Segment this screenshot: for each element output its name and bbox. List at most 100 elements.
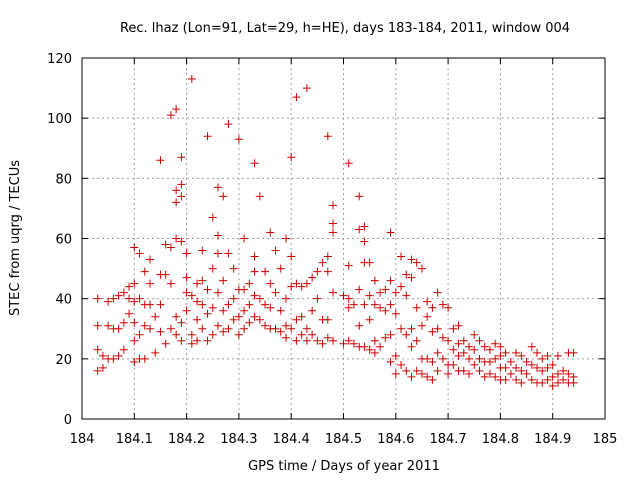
data-point-marker — [512, 375, 521, 384]
data-point-marker — [355, 321, 364, 330]
data-point-marker — [538, 366, 547, 375]
data-point-marker — [417, 321, 426, 330]
data-point-marker — [203, 285, 212, 294]
data-point-marker — [140, 321, 149, 330]
data-point-marker — [213, 288, 222, 297]
data-point-marker — [224, 324, 233, 333]
data-point-marker — [208, 264, 217, 273]
data-point-marker — [140, 267, 149, 276]
data-point-marker — [512, 348, 521, 357]
data-point-marker — [423, 297, 432, 306]
data-point-marker — [203, 309, 212, 318]
data-point-marker — [475, 354, 484, 363]
data-point-marker — [480, 342, 489, 351]
data-point-marker — [219, 327, 228, 336]
data-point-marker — [135, 249, 144, 258]
x-tick-label: 184.2 — [168, 432, 205, 447]
data-point-marker — [234, 312, 243, 321]
data-point-marker — [224, 120, 233, 129]
data-point-marker — [109, 354, 118, 363]
data-point-marker — [156, 327, 165, 336]
data-point-marker — [433, 366, 442, 375]
y-tick-label: 80 — [55, 172, 72, 187]
data-point-marker — [292, 279, 301, 288]
data-point-marker — [297, 282, 306, 291]
data-point-marker — [438, 354, 447, 363]
data-point-marker — [203, 336, 212, 345]
data-point-marker — [240, 285, 249, 294]
data-point-marker — [344, 261, 353, 270]
data-point-marker — [360, 237, 369, 246]
data-point-marker — [538, 378, 547, 387]
data-point-marker — [229, 264, 238, 273]
data-point-marker — [109, 294, 118, 303]
data-point-marker — [470, 330, 479, 339]
data-point-marker — [276, 264, 285, 273]
data-point-marker — [302, 324, 311, 333]
data-point-marker — [119, 318, 128, 327]
data-point-marker — [444, 369, 453, 378]
data-point-marker — [287, 252, 296, 261]
data-point-marker — [281, 234, 290, 243]
data-point-marker — [391, 351, 400, 360]
y-tick-label: 60 — [55, 233, 72, 248]
data-point-marker — [151, 348, 160, 357]
data-point-marker — [438, 333, 447, 342]
data-point-marker — [271, 246, 280, 255]
data-point-marker — [271, 288, 280, 297]
data-point-marker — [255, 315, 264, 324]
data-point-marker — [459, 336, 468, 345]
data-point-marker — [386, 228, 395, 237]
data-point-marker — [370, 336, 379, 345]
data-point-marker — [161, 270, 170, 279]
data-point-marker — [454, 321, 463, 330]
data-point-marker — [177, 336, 186, 345]
data-point-marker — [428, 327, 437, 336]
data-point-marker — [114, 324, 123, 333]
data-point-marker — [308, 273, 317, 282]
data-point-marker — [266, 279, 275, 288]
data-point-marker — [255, 294, 264, 303]
data-point-marker — [187, 75, 196, 84]
data-point-marker — [491, 339, 500, 348]
data-point-marker — [465, 342, 474, 351]
data-point-marker — [98, 363, 107, 372]
data-point-marker — [245, 300, 254, 309]
data-point-marker — [187, 339, 196, 348]
data-point-marker — [119, 345, 128, 354]
data-point-marker — [397, 324, 406, 333]
data-point-marker — [172, 330, 181, 339]
data-point-marker — [548, 360, 557, 369]
data-point-marker — [198, 300, 207, 309]
data-point-marker — [93, 321, 102, 330]
data-point-marker — [517, 351, 526, 360]
data-point-marker — [543, 351, 552, 360]
data-point-marker — [339, 291, 348, 300]
data-point-marker — [98, 351, 107, 360]
data-point-marker — [193, 336, 202, 345]
data-point-marker — [501, 375, 510, 384]
data-point-marker — [193, 297, 202, 306]
x-tick-label: 184.6 — [377, 432, 414, 447]
data-point-marker — [281, 333, 290, 342]
data-point-marker — [229, 294, 238, 303]
data-point-marker — [381, 285, 390, 294]
data-point-marker — [402, 330, 411, 339]
data-point-marker — [475, 366, 484, 375]
data-point-marker — [250, 252, 259, 261]
data-point-marker — [412, 303, 421, 312]
data-point-marker — [370, 300, 379, 309]
data-point-marker — [266, 303, 275, 312]
data-point-marker — [355, 225, 364, 234]
data-point-marker — [177, 237, 186, 246]
data-point-marker — [412, 366, 421, 375]
data-point-marker — [177, 192, 186, 201]
data-point-marker — [417, 264, 426, 273]
x-tick-label: 184.9 — [534, 432, 571, 447]
data-point-marker — [365, 315, 374, 324]
data-point-marker — [417, 369, 426, 378]
data-point-marker — [459, 348, 468, 357]
data-point-marker — [308, 330, 317, 339]
data-point-marker — [182, 273, 191, 282]
data-point-marker — [465, 369, 474, 378]
